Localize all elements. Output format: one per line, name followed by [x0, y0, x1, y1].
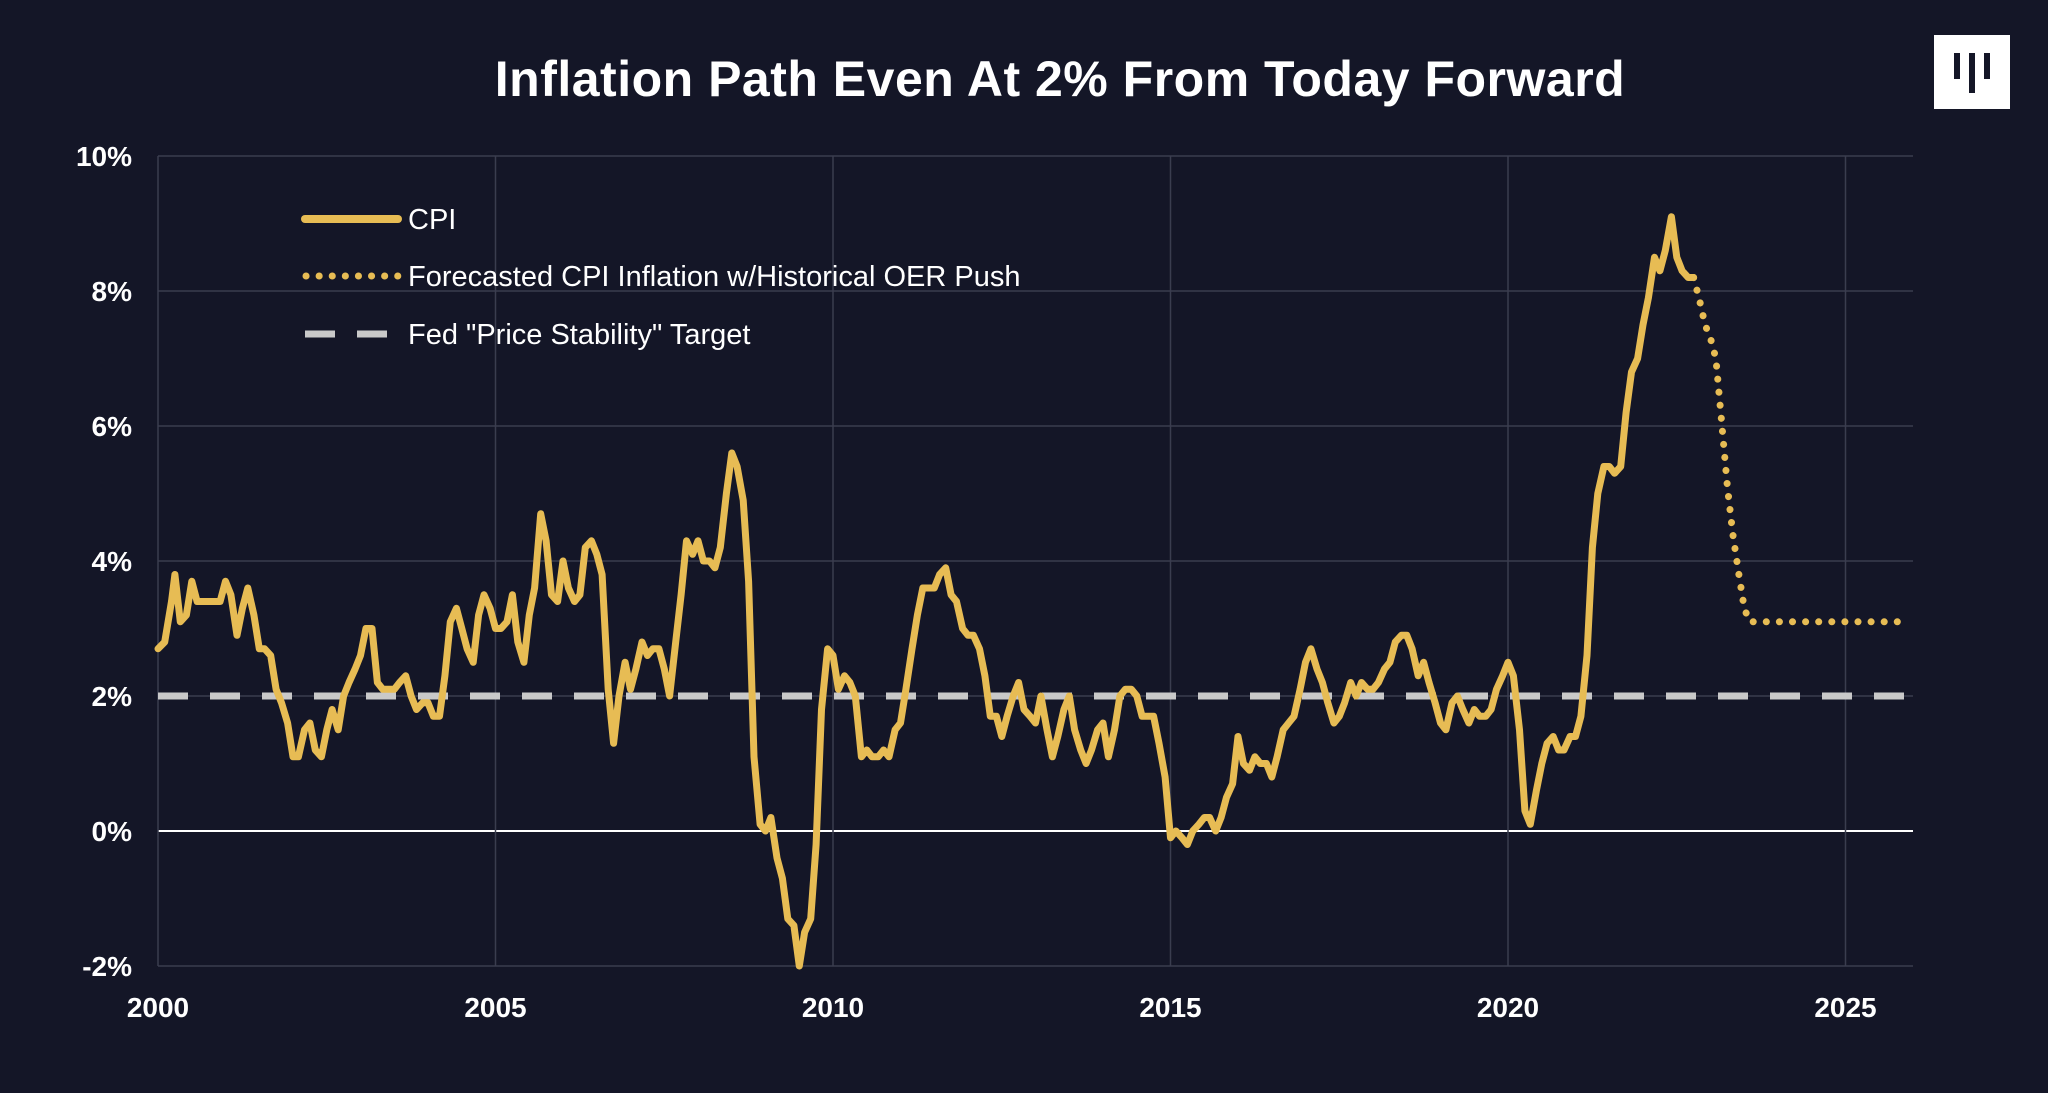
y-tick-label: 8% — [92, 276, 133, 307]
x-tick-label: 2025 — [1814, 992, 1876, 1023]
x-tick-label: 2005 — [464, 992, 526, 1023]
legend: CPI Forecasted CPI Inflation w/Historica… — [301, 204, 1020, 351]
x-tick-label: 2010 — [802, 992, 864, 1023]
series-layer — [154, 213, 1913, 970]
y-tick-label: -2% — [82, 951, 132, 982]
y-tick-label: 0% — [92, 816, 133, 847]
legend-label-fed-target: Fed "Price Stability" Target — [408, 319, 750, 351]
y-tick-label: 4% — [92, 546, 133, 577]
chart-title: Inflation Path Even At 2% From Today For… — [494, 51, 1626, 107]
axes: -2% 0% 2% 4% 6% 8% 10% 2000 2005 2010 2015 2020 2025 — [76, 141, 1877, 1023]
y-tick-label: 6% — [92, 411, 133, 442]
y-tick-label: 2% — [92, 681, 133, 712]
y-tick-label: 10% — [76, 141, 132, 172]
legend-label-forecast: Forecasted CPI Inflation w/Historical OE… — [408, 261, 1020, 293]
series-line-forecast — [1690, 274, 1910, 626]
x-tick-label: 2015 — [1139, 992, 1201, 1023]
pantera-logo-icon — [1934, 35, 2010, 109]
x-tick-label: 2000 — [127, 992, 189, 1023]
series-line-cpi — [154, 213, 1698, 970]
x-tick-label: 2020 — [1477, 992, 1539, 1023]
legend-label-cpi: CPI — [408, 204, 456, 236]
